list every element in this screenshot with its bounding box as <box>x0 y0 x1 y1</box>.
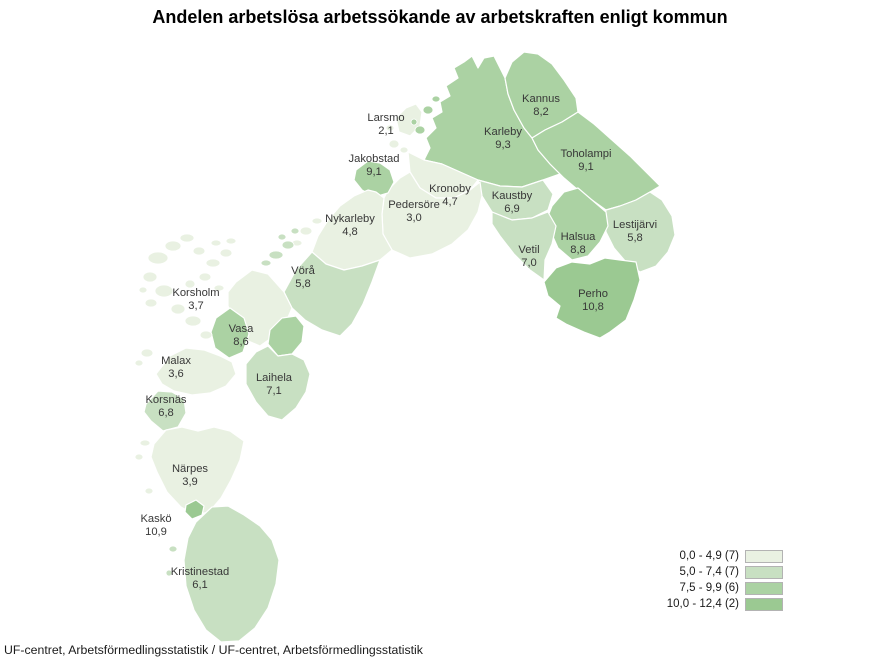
municipality-label-korsholm: Korsholm 3,7 <box>172 287 219 312</box>
island-vora <box>268 250 284 260</box>
map-legend: 0,0 - 4,9 (7) 5,0 - 7,4 (7) 7,5 - 9,9 (6) 1… <box>667 548 783 612</box>
island-karleby <box>414 125 426 135</box>
island-korsholm <box>210 239 222 247</box>
legend-class-label: 5,0 - 7,4 (7) <box>679 566 739 578</box>
island-nykarleby <box>311 217 323 225</box>
municipality-shape-kaustby <box>477 179 554 221</box>
municipality-label-nykarleby: Nykarleby 4,8 <box>325 213 375 238</box>
municipality-label-kaustby: Kaustby 6,9 <box>492 190 533 215</box>
island-korsholm <box>198 272 212 282</box>
municipality-label-kannus: Kannus 8,2 <box>522 93 560 118</box>
municipality-label-kristinestad: Kristinestad 6,1 <box>171 566 229 591</box>
municipality-label-vasa: Vasa 8,6 <box>229 323 254 348</box>
island-korsholm <box>147 251 169 265</box>
island-larsmo <box>399 146 409 154</box>
municipality-shape-perho <box>543 257 641 339</box>
municipality-shape-vetil <box>491 211 557 281</box>
municipality-label-lestijarvi: Lestijärvi 5,8 <box>613 219 657 244</box>
municipality-shape-vora <box>283 251 381 337</box>
island-korsholm <box>199 330 213 340</box>
island-narpes <box>134 453 144 461</box>
island-karleby <box>410 118 418 126</box>
legend-swatch <box>745 549 783 563</box>
island-narpes <box>139 439 151 447</box>
island-korsholm <box>164 240 182 252</box>
island-narpes <box>144 487 154 495</box>
island-malax <box>134 359 144 367</box>
municipality-label-larsmo: Larsmo 2,1 <box>367 112 404 137</box>
source-text: UF-centret, Arbetsförmedlingsstatistik /… <box>4 643 423 657</box>
island-kristinestad <box>165 569 173 577</box>
legend-row-1: 5,0 - 7,4 (7) <box>680 564 783 580</box>
island-korsholm <box>219 248 233 258</box>
island-korsholm <box>138 286 148 294</box>
island-korsholm <box>205 258 221 268</box>
municipality-shape-korsnas <box>143 390 187 432</box>
municipality-label-vetil: Vetil 7,0 <box>518 244 539 269</box>
municipality-shape-malax <box>155 347 237 396</box>
island-korsholm <box>179 233 195 243</box>
island-korsholm <box>154 284 174 298</box>
municipality-label-halsua: Halsua 8,8 <box>561 231 597 256</box>
legend-row-0: 0,0 - 4,9 (7) <box>680 548 783 564</box>
island-nykarleby <box>299 226 313 236</box>
municipality-label-perho: Perho 10,8 <box>578 288 608 313</box>
municipality-label-korsnas: Korsnäs 6,8 <box>145 394 186 419</box>
island-vora <box>290 227 300 235</box>
island-korsholm <box>225 237 237 245</box>
island-korsholm <box>184 315 202 327</box>
island-korsholm <box>192 246 206 256</box>
municipality-label-karleby: Karleby 9,3 <box>484 126 522 151</box>
municipality-label-pedersore: Pedersöre 3,0 <box>388 199 440 224</box>
island-korsholm <box>170 303 186 315</box>
municipality-shape-narpes <box>150 426 245 516</box>
municipality-shape-jakobstad <box>353 160 395 198</box>
municipality-shape-halsua <box>547 187 609 261</box>
municipality-label-jakobstad: Jakobstad 9,1 <box>349 153 400 178</box>
legend-swatch <box>745 565 783 579</box>
island-korsholm <box>142 271 158 283</box>
legend-row-2: 7,5 - 9,9 (6) <box>680 580 783 596</box>
municipality-label-vora: Vörå 5,8 <box>291 265 315 290</box>
legend-class-label: 10,0 - 12,4 (2) <box>666 598 739 610</box>
island-vora <box>281 240 295 250</box>
island-korsholm <box>144 298 158 308</box>
legend-class-label: 7,5 - 9,9 (6) <box>679 582 739 594</box>
island-korsholm <box>184 279 196 289</box>
island-kristinestad <box>168 545 178 553</box>
legend-class-label: 0,0 - 4,9 (7) <box>679 550 739 562</box>
municipality-label-malax: Malax 3,6 <box>161 355 191 380</box>
legend-row-3: 10,0 - 12,4 (2) <box>667 596 783 612</box>
island-malax <box>140 348 154 358</box>
municipality-shape-kasko <box>184 499 205 520</box>
island-karleby <box>422 105 434 115</box>
island-korsholm <box>213 284 225 292</box>
page-title: Andelen arbetslösa arbetssökande av arbe… <box>152 7 728 27</box>
legend-swatch <box>745 597 783 611</box>
municipality-label-kasko: Kaskö 10,9 <box>140 513 171 538</box>
municipality-shape-lestijarvi <box>603 191 676 273</box>
municipality-shape-laihela <box>245 345 311 421</box>
island-karleby <box>431 95 441 103</box>
municipality-label-laihela: Laihela 7,1 <box>256 372 293 397</box>
municipality-label-narpes: Närpes 3,9 <box>172 463 208 488</box>
municipality-shape-kristinestad <box>183 505 280 643</box>
island-larsmo <box>385 124 395 132</box>
municipality-label-kronoby: Kronoby 4,7 <box>429 183 471 208</box>
island-larsmo <box>388 139 400 149</box>
island-vora <box>260 259 272 267</box>
island-vora <box>277 233 287 241</box>
legend-swatch <box>745 581 783 595</box>
municipality-label-toholampi: Toholampi 9,1 <box>561 148 612 173</box>
